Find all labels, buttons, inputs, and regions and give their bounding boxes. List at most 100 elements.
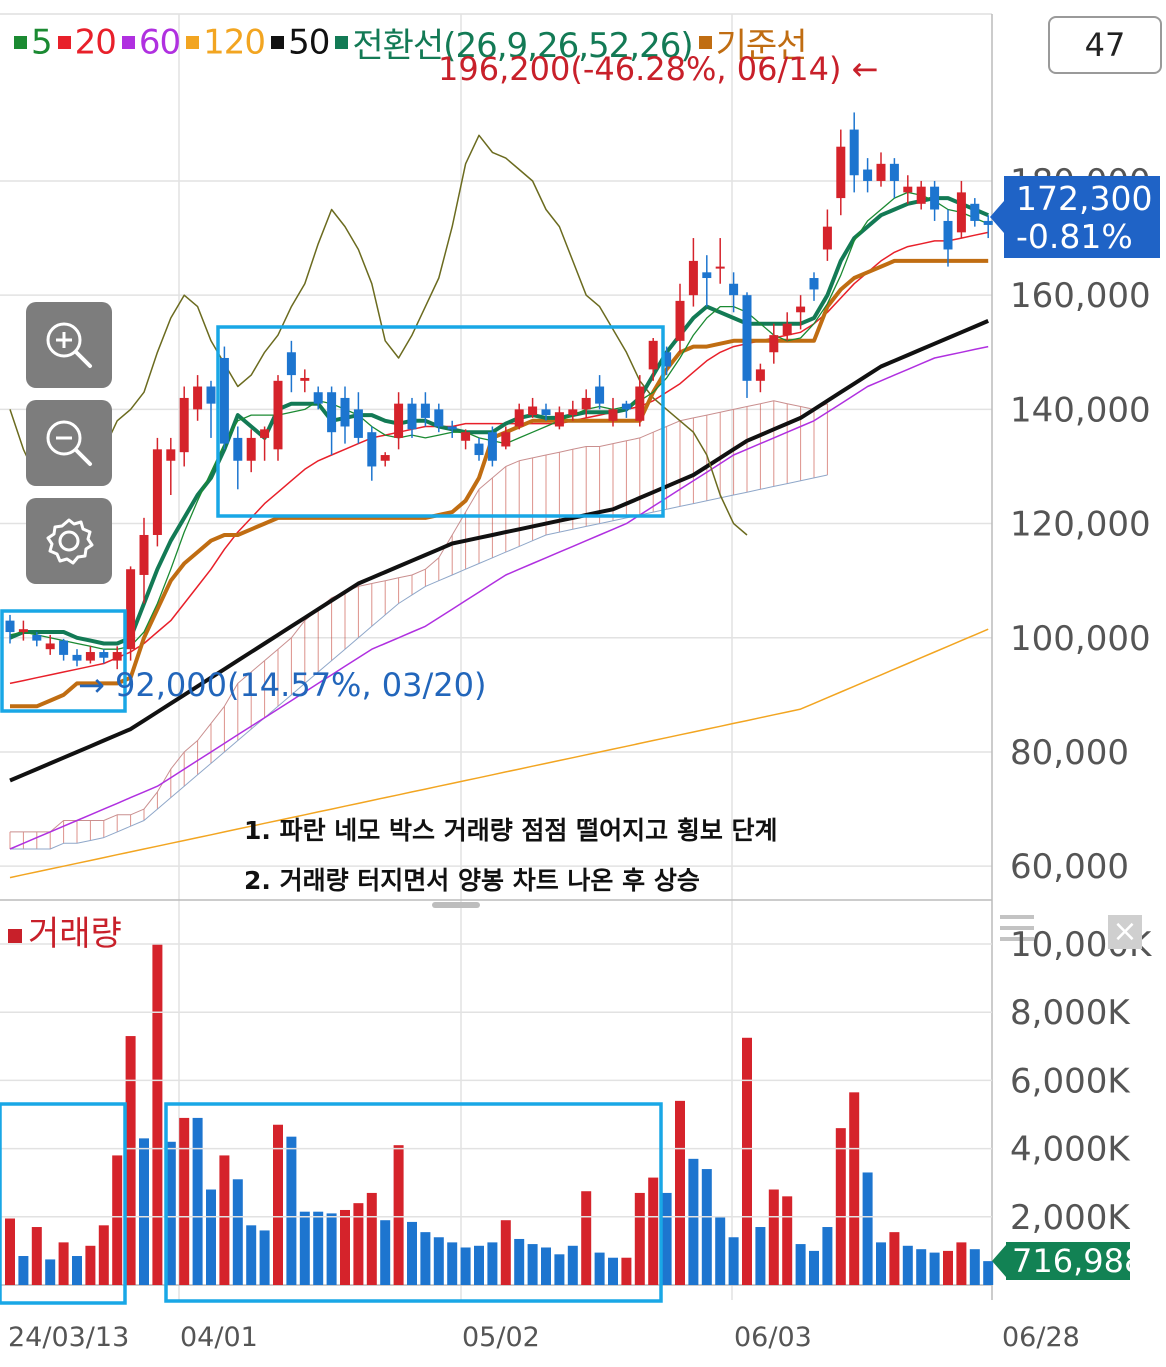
candle-body xyxy=(876,163,886,181)
candle-body xyxy=(152,449,162,535)
close-icon[interactable]: × xyxy=(1108,915,1142,949)
candle-body xyxy=(219,357,229,444)
ma60-line xyxy=(9,345,989,850)
candle-body xyxy=(5,620,15,633)
candle-body xyxy=(166,449,176,461)
volume-bar xyxy=(621,1257,632,1285)
volume-bar xyxy=(112,1155,123,1285)
low-price-marker: → 92,000(14.57%, 03/20) xyxy=(78,666,487,704)
volume-bar xyxy=(782,1196,793,1285)
ma5-line xyxy=(9,191,989,650)
candle-body xyxy=(930,186,940,210)
settings-button[interactable] xyxy=(26,498,112,584)
candle-body xyxy=(300,377,310,381)
candle-body xyxy=(353,409,363,438)
conversion-line xyxy=(9,196,989,646)
candle-body xyxy=(742,295,752,381)
legend-label: 20 xyxy=(74,22,117,63)
candle-body xyxy=(849,129,859,176)
volume-bar xyxy=(889,1232,900,1285)
pane-resize-handle[interactable] xyxy=(432,902,480,908)
volume-bar xyxy=(929,1252,940,1285)
volume-bar xyxy=(876,1242,886,1285)
legend-swatch xyxy=(335,36,349,49)
candle-body xyxy=(635,386,645,421)
current-volume-tag: 716,988 xyxy=(992,1242,1144,1280)
candle-body xyxy=(568,409,578,416)
volume-bar xyxy=(943,1250,953,1285)
current-price-tag: 172,300 -0.81% xyxy=(990,176,1160,258)
legend-label: 5 xyxy=(31,22,53,63)
high-price-marker: 196,200(-46.28%, 06/14) ← xyxy=(438,50,879,88)
volume-bar xyxy=(742,1037,752,1285)
legend-swatch xyxy=(698,36,712,49)
legend-swatch xyxy=(57,36,71,49)
legend-swatch xyxy=(271,36,285,49)
volume-bar xyxy=(474,1245,484,1285)
volume-axis-label: 8,000K xyxy=(1010,993,1131,1033)
volume-bar xyxy=(862,1172,873,1285)
zoom-out-button[interactable] xyxy=(26,400,112,486)
volume-annotation-box-consolidation xyxy=(164,1102,663,1303)
candle-body xyxy=(822,226,832,250)
volume-bar xyxy=(822,1227,833,1285)
volume-bar xyxy=(581,1191,592,1285)
legend-swatch xyxy=(186,36,200,49)
volume-bar xyxy=(273,1124,283,1285)
volume-bar xyxy=(5,1218,15,1285)
volume-bar xyxy=(246,1225,257,1285)
volume-bar xyxy=(902,1245,913,1285)
volume-bar xyxy=(165,1141,176,1285)
volume-bar xyxy=(18,1256,29,1285)
volume-bar xyxy=(407,1221,417,1285)
volume-bar xyxy=(514,1238,525,1285)
lagging-span-line xyxy=(9,134,748,536)
annotation-box-early xyxy=(0,609,127,713)
candle-body xyxy=(434,409,444,427)
candle-body xyxy=(112,652,122,661)
zoom-in-button[interactable] xyxy=(26,302,112,388)
price-axis-label: 160,000 xyxy=(1010,276,1151,316)
volume-bar xyxy=(72,1256,82,1285)
candle-body xyxy=(380,455,390,461)
volume-bar xyxy=(460,1247,471,1285)
volume-bar xyxy=(835,1128,846,1285)
candle-body xyxy=(32,634,42,641)
volume-bar xyxy=(567,1245,578,1285)
date-axis-label: 04/01 xyxy=(180,1322,258,1353)
candle-body xyxy=(943,220,953,250)
candle-body xyxy=(541,409,551,416)
candle-body xyxy=(514,409,524,427)
annotation-note-1: 1. 파란 네모 박스 거래량 점점 떨어지고 횡보 단계 xyxy=(244,816,778,845)
volume-bar xyxy=(299,1211,310,1285)
zoom-in-icon xyxy=(46,322,92,368)
date-axis-label: 24/03/13 xyxy=(8,1322,129,1353)
candle-body xyxy=(72,654,82,661)
candle-body xyxy=(608,409,618,421)
volume-bar xyxy=(139,1138,149,1285)
ma50-line xyxy=(9,319,989,783)
volume-bar xyxy=(594,1252,605,1285)
candle-body xyxy=(233,437,243,461)
volume-bar xyxy=(125,1036,136,1285)
candle-body xyxy=(126,569,136,650)
menu-icon[interactable] xyxy=(1000,915,1034,945)
candle-body xyxy=(327,392,337,433)
candle-body xyxy=(715,266,725,269)
candle-body xyxy=(85,652,95,661)
candle-body xyxy=(407,403,417,430)
volume-bar xyxy=(648,1177,659,1285)
volume-bar xyxy=(715,1216,726,1285)
ma120-line xyxy=(9,628,989,879)
candle-body xyxy=(206,386,216,404)
legend-label: 전환선(26,9,26,52,26) xyxy=(352,26,693,66)
volume-bar xyxy=(447,1242,458,1285)
volume-bar xyxy=(366,1192,377,1285)
volume-bar xyxy=(192,1117,203,1285)
volume-bar xyxy=(608,1257,618,1285)
volume-axis-label: 6,000K xyxy=(1010,1061,1131,1101)
volume-bar xyxy=(286,1136,297,1285)
volume-bar xyxy=(313,1211,324,1285)
period-selector[interactable]: 47 xyxy=(1048,16,1162,74)
